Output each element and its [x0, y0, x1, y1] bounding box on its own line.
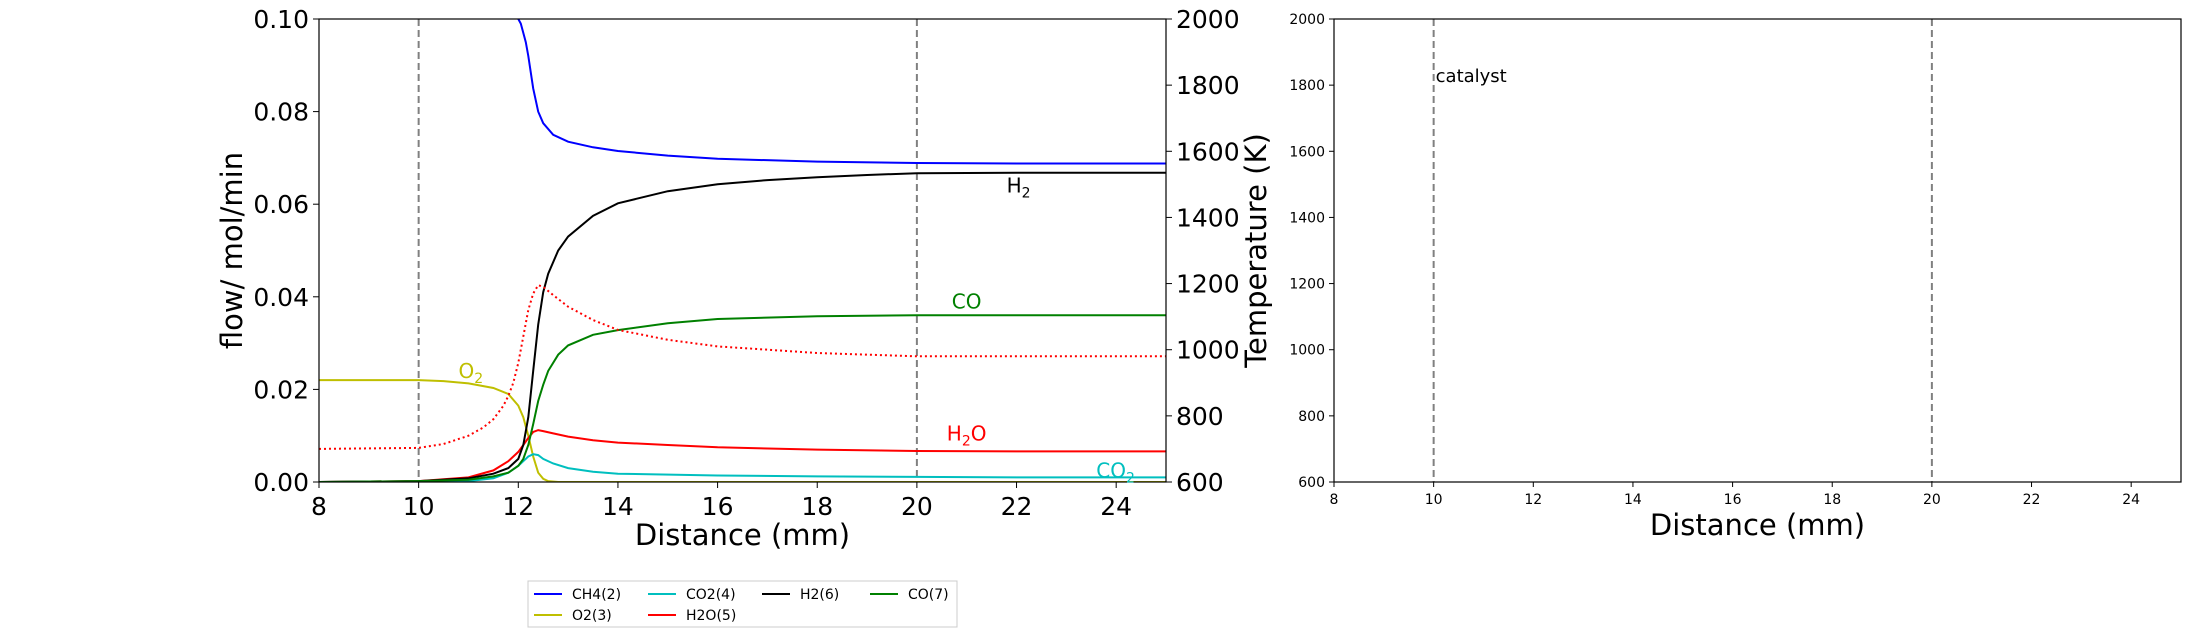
- x-axis-label: Distance (mm): [1650, 508, 1865, 542]
- y-tick-label: 0.06: [253, 190, 309, 219]
- x-tick-label: 14: [1624, 492, 1642, 508]
- x-tick-label: 16: [1724, 492, 1742, 508]
- species-annotation: H2O: [947, 421, 987, 449]
- y-tick-label: 0.02: [253, 375, 309, 404]
- y-tick-label: 0.04: [253, 283, 309, 312]
- x-tick-label: 8: [311, 492, 327, 521]
- y-tick-label: 1200: [1289, 277, 1325, 293]
- x-tick-label: 24: [1100, 492, 1132, 521]
- legend-box: [527, 580, 958, 628]
- x-tick-label: 8: [1330, 492, 1339, 508]
- legend-label: CO(7): [908, 587, 949, 603]
- y2-tick-label: 1000: [1176, 336, 1240, 365]
- x-tick-label: 18: [801, 492, 833, 521]
- y2-axis-label: Temperature (K): [1239, 133, 1273, 369]
- series-line-CO(7): [319, 314, 1166, 482]
- plot-frame: [318, 18, 1167, 483]
- species-annotation: H2: [1007, 174, 1031, 202]
- x-tick-label: 22: [2023, 492, 2041, 508]
- legend-label: CO2(4): [686, 587, 736, 603]
- y2-tick-label: 1200: [1176, 270, 1240, 299]
- y-tick-label: 1000: [1289, 343, 1325, 359]
- y-tick-label: 1800: [1289, 78, 1325, 94]
- species-annotation: CO: [952, 289, 982, 313]
- legend-label: O2(3): [572, 608, 612, 624]
- y2-tick-label: 2000: [1176, 5, 1240, 34]
- y-tick-label: 800: [1298, 409, 1325, 425]
- x-tick-label: 10: [1425, 492, 1443, 508]
- y-tick-label: 1400: [1289, 210, 1325, 226]
- plot-frame: [1333, 18, 2182, 483]
- legend: CH4(2) O2(3) CO2(4) H2O(5) H2(6) CO(7): [527, 580, 958, 628]
- legend-label: H2(6): [800, 587, 839, 603]
- x-tick-label: 10: [403, 492, 435, 521]
- x-tick-label: 14: [602, 492, 634, 521]
- y2-tick-label: 1800: [1176, 71, 1240, 100]
- catalyst-label: catalyst: [1436, 66, 1507, 87]
- y-tick-label: 0.08: [253, 98, 309, 127]
- y-tick-label: 600: [1298, 475, 1325, 491]
- y2-tick-label: 600: [1176, 468, 1224, 497]
- x-tick-label: 12: [502, 492, 534, 521]
- y2-tick-label: 1400: [1176, 203, 1240, 232]
- y-axis-label: flow/ mol/min: [215, 152, 249, 349]
- right-plot: 8 10 12 14 16 18 20 22 24 600 800 1000 1200 1400 1600 1…: [1289, 12, 2182, 542]
- y2-tick-label: 800: [1176, 402, 1224, 431]
- y-tick-label: 1600: [1289, 144, 1325, 160]
- temperature-line: [319, 283, 1166, 450]
- x-axis-label: Distance (mm): [635, 518, 850, 552]
- y-tick-label: 0.10: [253, 5, 309, 34]
- x-tick-label: 20: [1923, 492, 1941, 508]
- species-annotation: O2: [459, 359, 484, 387]
- series-line-H2O(5): [319, 429, 1166, 482]
- series-line-CO2(4): [319, 453, 1166, 482]
- series-line-O2(3): [319, 379, 1166, 482]
- left-plot: 8 10 12 14 16 18 20 22 24 0.00 0.02 0.04 0.06 0.08 0.1…: [215, 5, 1273, 552]
- series-line-CH4(2): [517, 19, 1166, 165]
- x-tick-label: 18: [1823, 492, 1841, 508]
- x-tick-label: 22: [1001, 492, 1033, 521]
- x-tick-label: 12: [1524, 492, 1542, 508]
- y-tick-label: 2000: [1289, 12, 1325, 28]
- series-line-H2(6): [319, 171, 1166, 482]
- x-tick-label: 20: [901, 492, 933, 521]
- y-tick-label: 0.00: [253, 468, 309, 497]
- x-tick-label: 16: [702, 492, 734, 521]
- legend-label: CH4(2): [572, 587, 621, 603]
- legend-label: H2O(5): [686, 608, 736, 624]
- x-tick-label: 24: [2122, 492, 2140, 508]
- species-annotation: CO2: [1096, 458, 1135, 486]
- y2-tick-label: 1600: [1176, 137, 1240, 166]
